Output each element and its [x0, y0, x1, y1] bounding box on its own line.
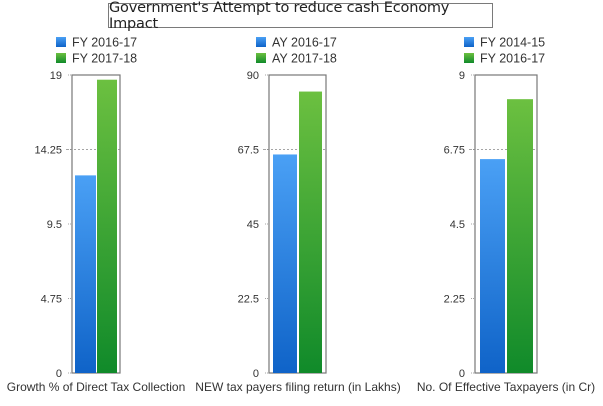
y-tick-label: 45 [247, 219, 259, 231]
bar-green [97, 79, 117, 373]
plot-frame [268, 74, 327, 374]
chart-3: FY 2014-15 FY 2016-17 0 2.25 4.5 6.75 9 No. Of … [417, 36, 595, 395]
legend-label: FY 2016-17 [480, 52, 545, 66]
y-tick-label: 4.5 [450, 219, 465, 231]
y-tick-label: 90 [247, 70, 259, 82]
y-tick-label: 19 [50, 70, 62, 82]
y-tick-label: 9.5 [47, 219, 62, 231]
legend-label: FY 2017-18 [72, 52, 137, 66]
y-tick-label: 22.5 [238, 294, 259, 306]
y-tick-label: 0 [56, 368, 62, 380]
legend-swatch-green [464, 53, 474, 63]
legend-label: FY 2016-17 [72, 36, 137, 50]
bar-blue [273, 154, 297, 373]
legend-swatch-blue [56, 37, 66, 47]
x-axis-label: No. Of Effective Taxpayers (in Cr) [417, 380, 595, 394]
y-tick-label: 0 [459, 368, 465, 380]
legend-label: AY 2016-17 [272, 36, 337, 50]
legend-label: FY 2014-15 [480, 36, 545, 50]
chart-2: AY 2016-17 AY 2017-18 0 22.5 45 67.5 90 NEW tax… [195, 36, 400, 395]
y-tick-label: 67.5 [238, 145, 259, 157]
x-axis-label: Growth % of Direct Tax Collection [7, 380, 186, 394]
chart-title: Government's Attempt to reduce cash Econ… [108, 0, 493, 32]
legend-swatch-green [256, 53, 266, 63]
bar-green [299, 91, 322, 374]
bar-blue [480, 159, 505, 373]
y-tick-label: 14.25 [34, 145, 62, 157]
y-tick-label: 4.75 [41, 294, 62, 306]
legend-swatch-blue [256, 37, 266, 47]
legend-label: AY 2017-18 [272, 52, 337, 66]
y-tick-label: 6.75 [444, 145, 465, 157]
y-tick-label: 0 [253, 368, 259, 380]
y-tick-label: 2.25 [444, 294, 465, 306]
bar-blue [75, 175, 96, 373]
plot-frame [474, 74, 538, 374]
chart-1: FY 2016-17 FY 2017-18 0 4.75 9.5 14.25 19 Growt… [7, 36, 186, 395]
x-axis-label: NEW tax payers filing return (in Lakhs) [195, 380, 400, 394]
legend-swatch-green [56, 53, 66, 63]
legend-swatch-blue [464, 37, 474, 47]
y-tick-label: 9 [459, 70, 465, 82]
bar-green [507, 99, 533, 373]
